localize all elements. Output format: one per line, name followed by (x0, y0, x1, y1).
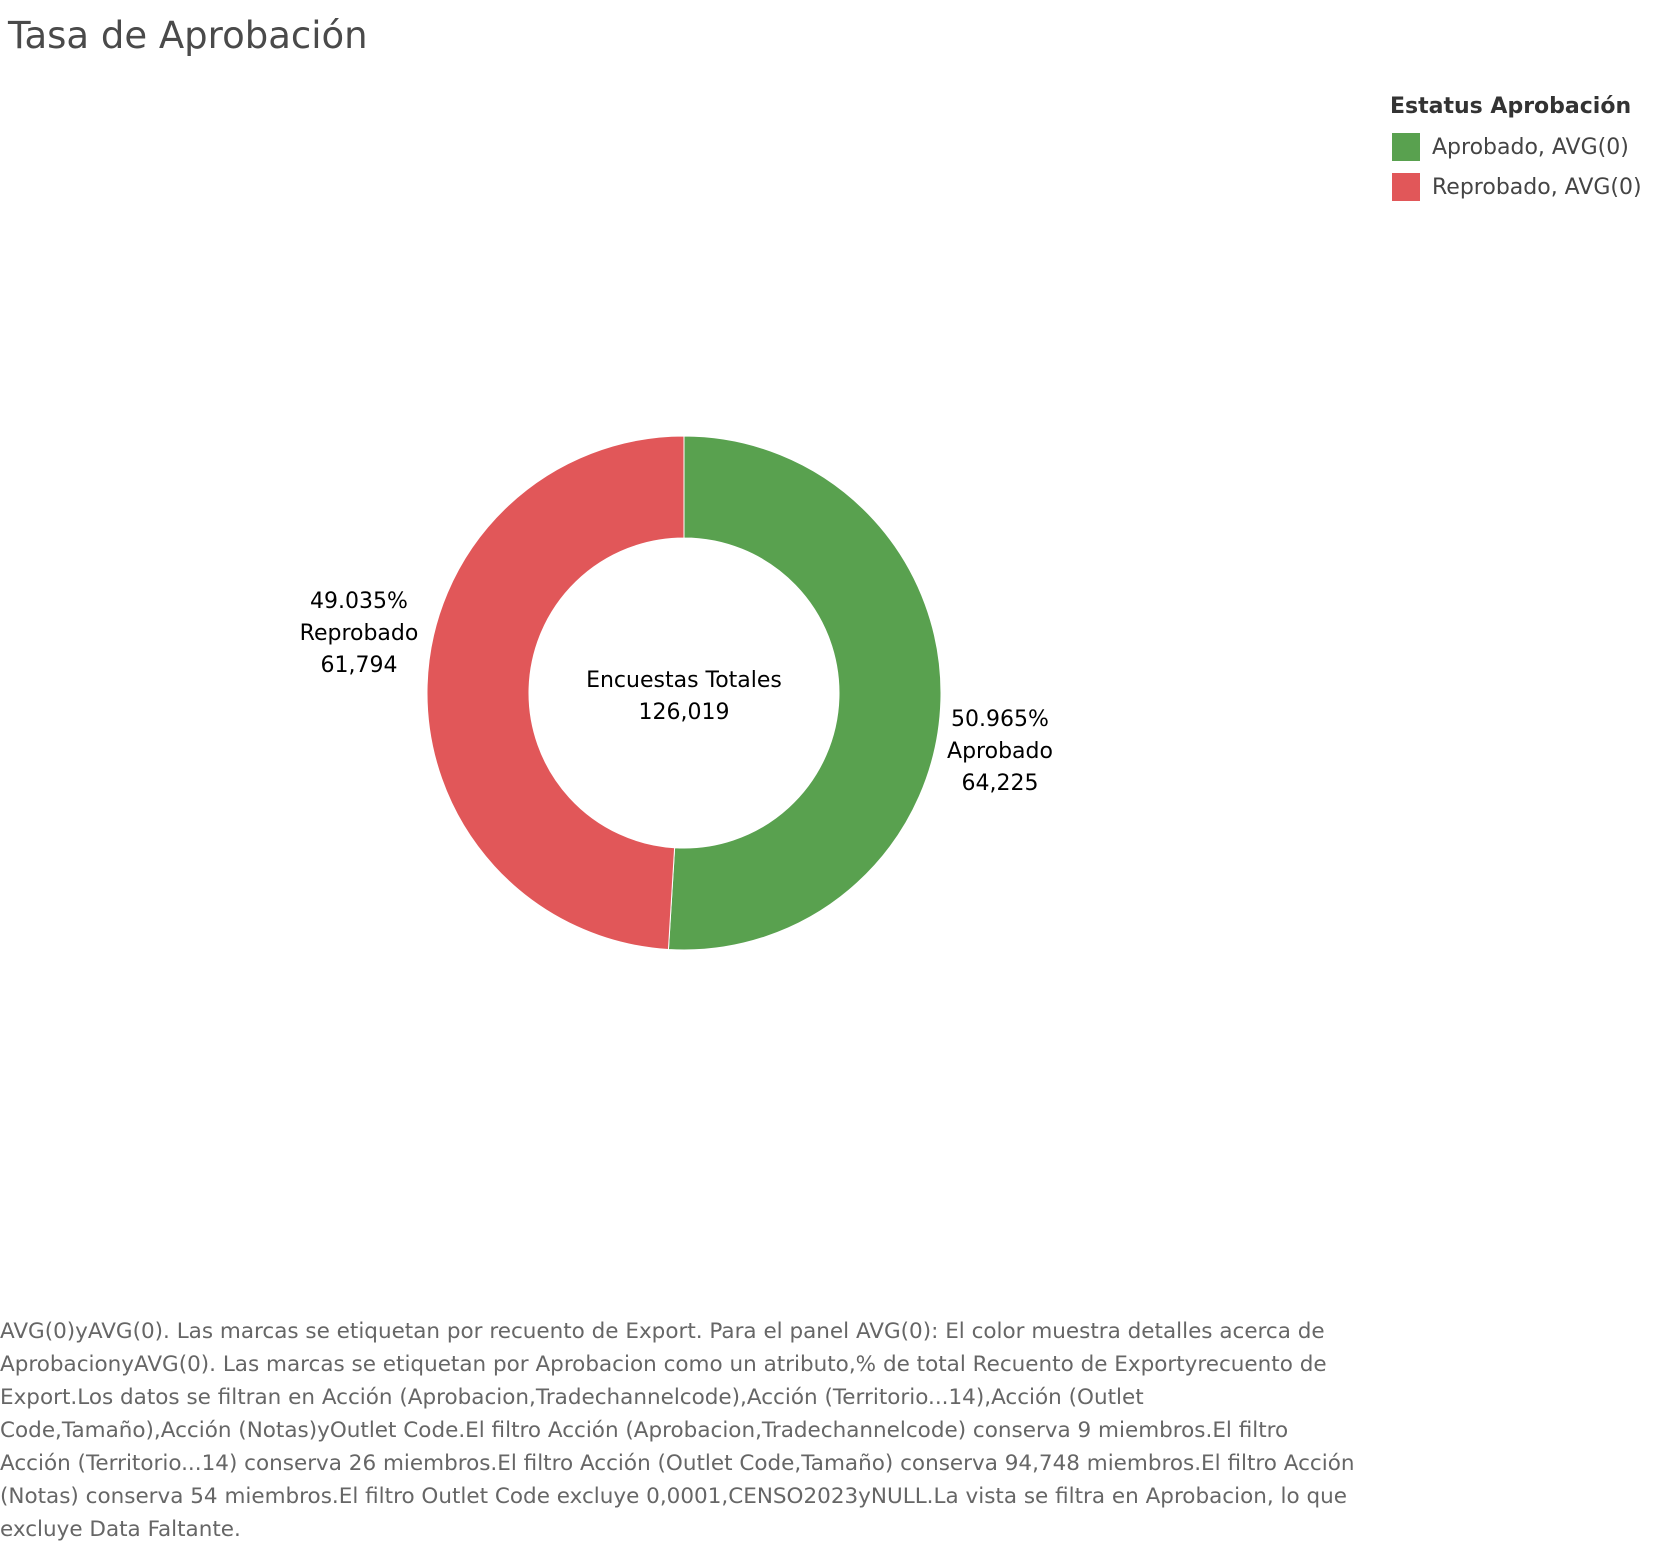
chart-caption: AVG(0)yAVG(0). Las marcas se etiquetan p… (0, 1319, 1355, 1542)
slice-label-reprobado-count: 61,794 (321, 653, 398, 678)
legend: Estatus Aprobación Aprobado, AVG(0) Repr… (1390, 94, 1652, 207)
slice-label-reprobado-name: Reprobado (300, 621, 419, 646)
slice-label-aprobado-percent: 50.965% (951, 707, 1049, 732)
slice-label-reprobado-percent: 49.035% (310, 589, 408, 614)
legend-title: Estatus Aprobación (1390, 94, 1632, 119)
center-value: 126,019 (639, 700, 730, 725)
donut-chart: Encuestas Totales 126,019 50.965% Aproba… (300, 435, 1053, 951)
slice-label-aprobado-count: 64,225 (962, 771, 1039, 796)
donut-slices (426, 435, 942, 951)
legend-label-aprobado: Aprobado, AVG(0) (1432, 134, 1629, 160)
legend-swatch-aprobado (1392, 133, 1420, 161)
chart-title: Tasa de Aprobación (8, 14, 368, 57)
legend-swatch-reprobado (1392, 173, 1420, 201)
slice-label-aprobado-name: Aprobado (947, 739, 1053, 764)
legend-label-reprobado: Reprobado, AVG(0) (1432, 174, 1642, 200)
legend-item-reprobado[interactable]: Reprobado, AVG(0) (1390, 167, 1652, 207)
donut-slice-aprobado[interactable] (667, 435, 942, 951)
center-label: Encuestas Totales (586, 668, 782, 693)
legend-item-aprobado[interactable]: Aprobado, AVG(0) (1390, 127, 1652, 167)
donut-slice-reprobado[interactable] (426, 435, 685, 951)
